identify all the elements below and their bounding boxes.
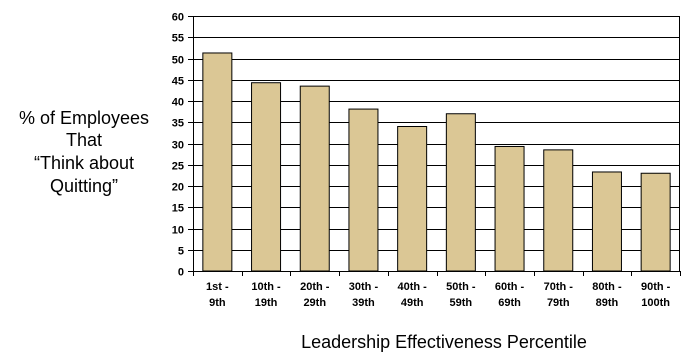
x-tick-label: 59th: [450, 297, 473, 309]
x-tick-label: 20th -: [300, 281, 330, 293]
x-tick-label: 29th: [303, 297, 326, 309]
bars: [202, 52, 671, 272]
y-tick-label: 55: [172, 33, 184, 45]
y-tick-label: 35: [172, 118, 184, 130]
y-tick-label: 50: [172, 55, 184, 67]
x-tick-label: 1st -: [206, 281, 229, 293]
x-tick-label: 10th -: [251, 281, 281, 293]
x-tick-label: 9th: [209, 297, 226, 309]
x-tick-label: 19th: [255, 297, 278, 309]
y-tick-labels: 0 5 10 15 20 25 30 35 40 45 50 55 60: [172, 12, 193, 279]
y-tick-label: 45: [172, 76, 184, 88]
x-tick-label: 39th: [352, 297, 375, 309]
x-tick-label: 80th -: [592, 281, 622, 293]
y-axis-label-line-2: That: [66, 130, 102, 150]
x-tick-label: 40th -: [397, 281, 427, 293]
bar: [543, 149, 574, 272]
y-axis-label-line-3: “Think about: [34, 153, 134, 173]
x-tick-label: 70th -: [544, 281, 574, 293]
x-axis-label: Leadership Effectiveness Percentile: [301, 332, 587, 352]
x-tick-label: 89th: [596, 297, 619, 309]
x-tick-label: 49th: [401, 297, 424, 309]
x-tick-label: 60th -: [495, 281, 525, 293]
x-tick-label: 90th -: [641, 281, 671, 293]
bar: [445, 113, 476, 272]
x-tick-label: 30th -: [349, 281, 379, 293]
y-tick-label: 10: [172, 225, 184, 237]
y-tick-label: 5: [178, 246, 184, 258]
x-tick-label: 79th: [547, 297, 570, 309]
bar: [640, 172, 671, 272]
y-tick-label: 25: [172, 161, 184, 173]
bar: [348, 108, 379, 272]
axes: [188, 16, 680, 276]
x-tick-labels: 1st - 9th 10th - 19th 20th - 29th 30th - 39th 40…: [206, 271, 681, 309]
y-tick-label: 0: [178, 267, 184, 279]
x-tick-label: 100th: [641, 297, 670, 309]
x-tick-label: 50th -: [446, 281, 476, 293]
bar: [397, 126, 428, 272]
x-tick-label: 69th: [498, 297, 521, 309]
y-tick-label: 40: [172, 97, 184, 109]
bar: [299, 85, 330, 272]
bar: [202, 52, 233, 272]
y-axis-label-line-1: % of Employees: [19, 108, 149, 128]
y-tick-label: 30: [172, 140, 184, 152]
y-axis-label-line-4: Quitting”: [50, 176, 118, 196]
y-tick-label: 60: [172, 12, 184, 24]
y-tick-label: 15: [172, 203, 184, 215]
bar: [494, 145, 525, 272]
bar: [591, 171, 622, 272]
y-tick-label: 20: [172, 182, 184, 194]
bar: [251, 82, 282, 272]
